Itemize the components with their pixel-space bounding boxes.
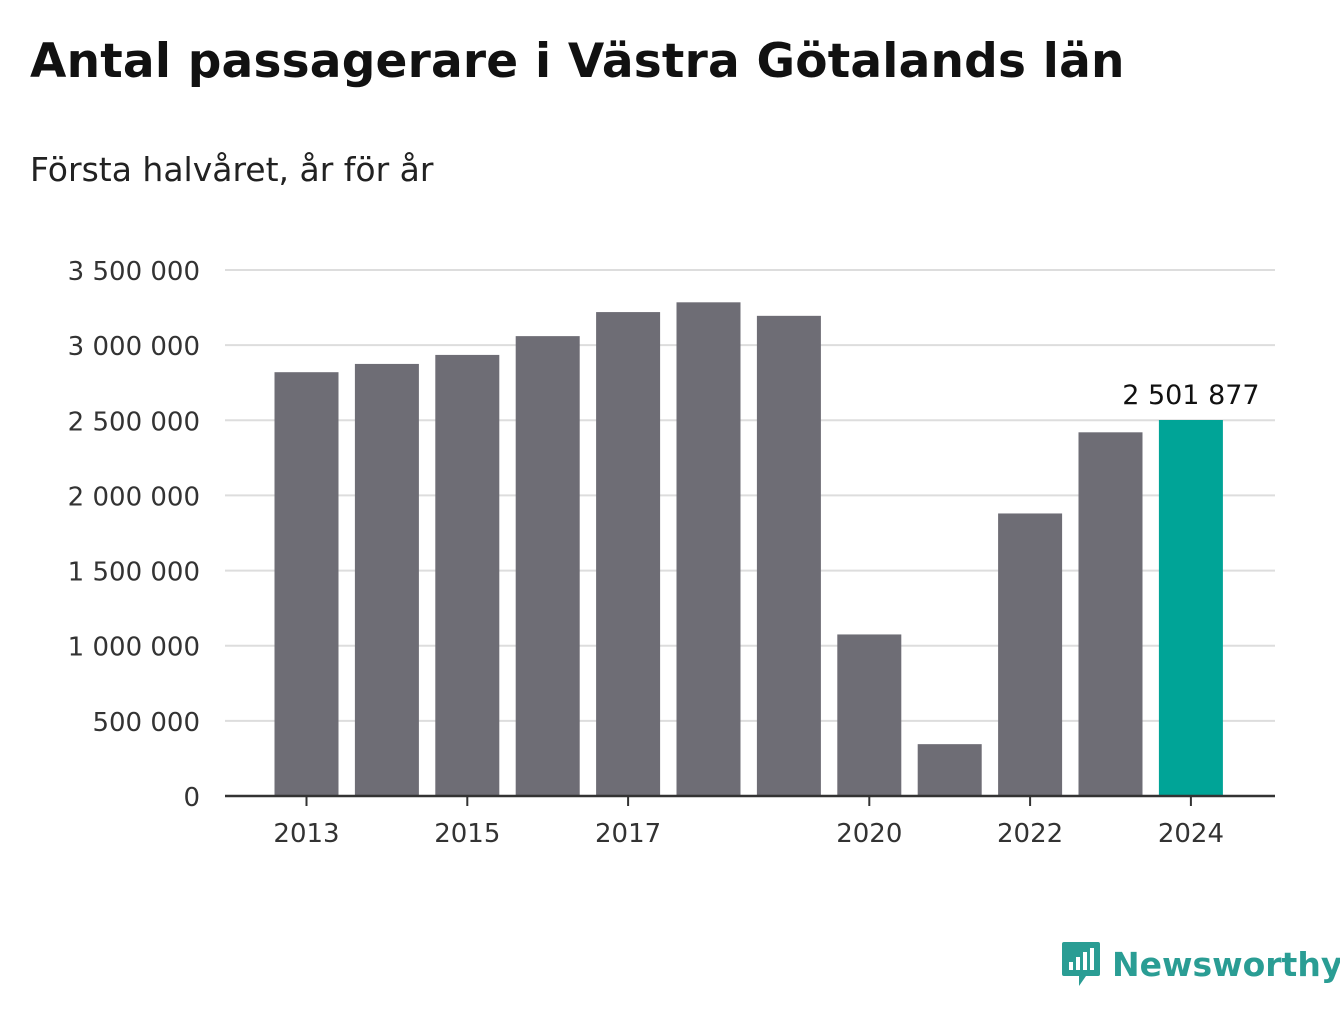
y-tick-label: 3 500 000 (68, 257, 200, 287)
brand-logo: Newsworthy (1060, 940, 1340, 988)
y-tick-label: 1 000 000 (68, 633, 200, 663)
x-tick-label: 2022 (997, 819, 1063, 849)
bar (756, 315, 821, 796)
y-tick-label: 2 000 000 (68, 482, 200, 512)
x-tick-label: 2020 (836, 819, 902, 849)
bar (274, 372, 339, 796)
chart-subtitle: Första halvåret, år för år (30, 150, 434, 189)
newsworthy-logo-icon (1062, 942, 1100, 986)
bar (515, 336, 580, 796)
bar (435, 354, 500, 796)
x-tick-label: 2017 (595, 819, 661, 849)
bar (837, 634, 902, 796)
bar (917, 744, 982, 796)
bar (998, 513, 1063, 796)
y-tick-label: 2 500 000 (68, 407, 200, 437)
bar (596, 312, 661, 796)
y-tick-label: 3 000 000 (68, 332, 200, 362)
x-tick-label: 2024 (1158, 819, 1224, 849)
bar (1078, 432, 1143, 796)
chart-title: Antal passagerare i Västra Götalands län (30, 34, 1125, 89)
bar (354, 363, 419, 796)
x-tick-label: 2013 (273, 819, 339, 849)
bar-highlight (1158, 420, 1223, 796)
y-tick-label: 0 (183, 783, 200, 813)
y-tick-label: 500 000 (92, 708, 200, 738)
brand-name: Newsworthy (1112, 944, 1340, 984)
bar (676, 302, 741, 796)
data-label-highlight: 2 501 877 (1122, 380, 1259, 411)
x-tick-label: 2015 (434, 819, 500, 849)
y-tick-label: 1 500 000 (68, 558, 200, 588)
